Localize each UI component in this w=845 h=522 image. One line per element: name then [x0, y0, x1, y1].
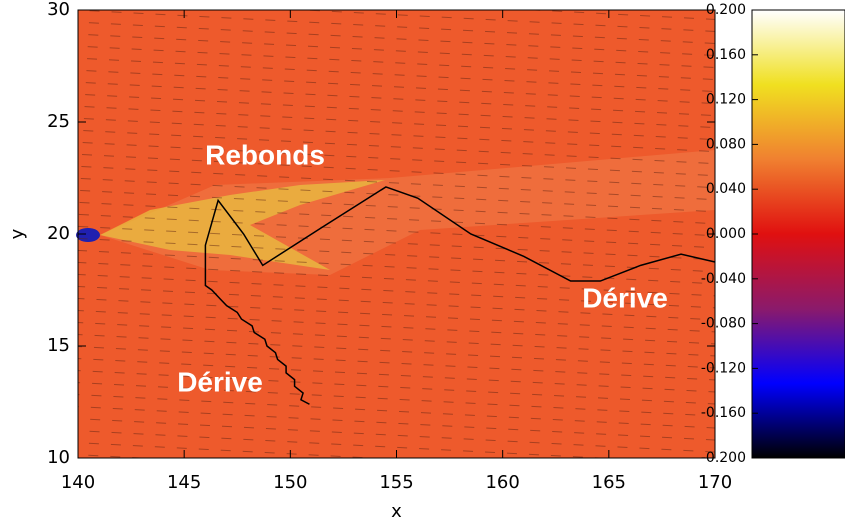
- x-tick-label: 140: [61, 472, 95, 493]
- colorbar-tick-label: 0.000: [706, 226, 746, 242]
- annotation: Dérive: [177, 366, 263, 397]
- x-tick-label: 145: [167, 472, 201, 493]
- annotation: Dérive: [582, 282, 668, 313]
- colorbar-tick-label: 0.120: [706, 92, 746, 108]
- colorbar-tick-label: -0.200: [701, 450, 746, 466]
- y-axis-label: y: [7, 228, 28, 239]
- colorbar-tick-label: 0.040: [706, 181, 746, 197]
- x-axis-label: x: [391, 501, 402, 522]
- colorbar-tick-label: -0.160: [701, 405, 746, 421]
- y-tick-label: 15: [47, 335, 70, 356]
- colorbar-tick-label: 0.200: [706, 2, 746, 18]
- field-background: [76, 10, 715, 458]
- trajectory: [204, 186, 716, 405]
- y-tick-label: 30: [47, 0, 70, 20]
- x-tick-label: 150: [273, 472, 307, 493]
- x-tick-label: 160: [485, 472, 519, 493]
- colorbar-tick-label: 0.160: [706, 47, 746, 63]
- annotation: Rebonds: [205, 139, 325, 170]
- y-tick-label: 25: [47, 111, 70, 132]
- x-tick-label: 165: [592, 472, 626, 493]
- y-tick-label: 20: [47, 223, 70, 244]
- colorbar-tick-label: 0.080: [706, 136, 746, 152]
- colorbar-tick-label: -0.120: [701, 360, 746, 376]
- x-tick-label: 170: [698, 472, 732, 493]
- x-tick-label: 155: [379, 472, 413, 493]
- colorbar-tick-label: -0.080: [701, 316, 746, 332]
- y-tick-label: 10: [47, 447, 70, 468]
- colorbar: [751, 9, 845, 459]
- colorbar-tick-label: -0.040: [701, 271, 746, 287]
